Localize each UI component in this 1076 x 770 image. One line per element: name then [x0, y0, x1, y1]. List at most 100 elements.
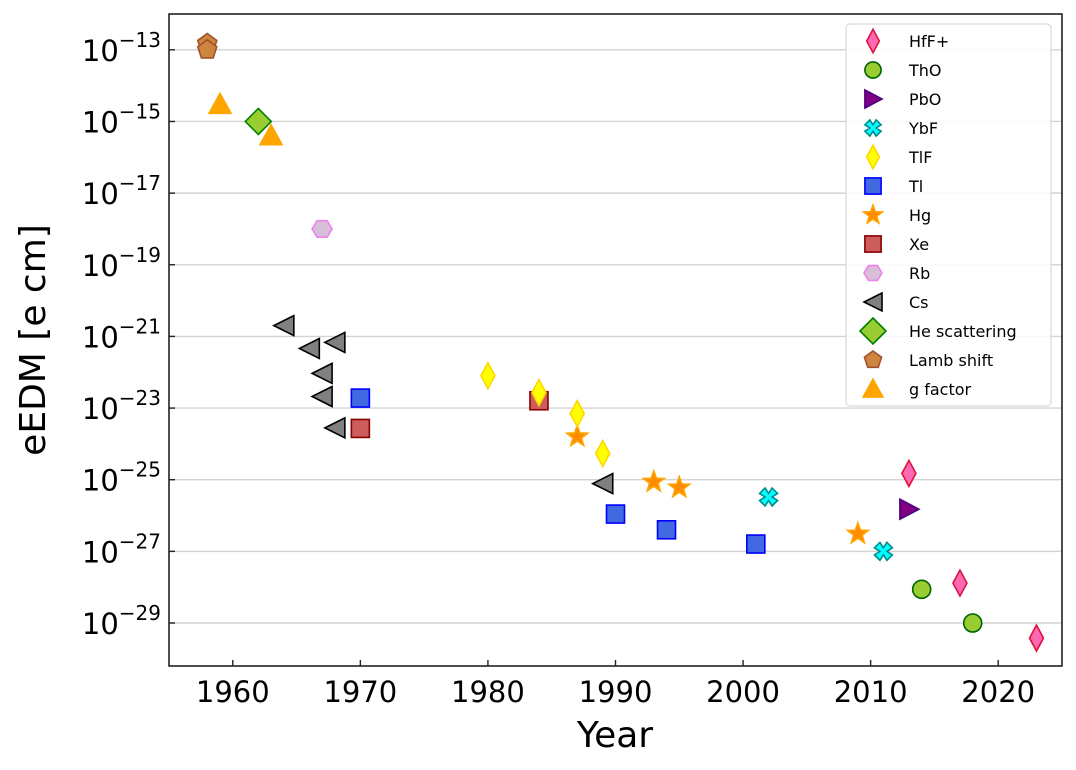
legend-item: Cs [862, 291, 929, 313]
data-point [258, 123, 284, 146]
legend-label: He scattering [909, 322, 1017, 341]
legend-marker-icon [862, 291, 883, 313]
grid-lines [169, 49, 1062, 624]
data-point [207, 91, 233, 115]
x-tick-label: 1980 [451, 675, 525, 709]
data-point [758, 486, 779, 508]
data-point [656, 519, 677, 540]
y-axis-label: eEDM [e cm] [13, 224, 54, 456]
series-g-factor [207, 91, 284, 146]
legend-marker-icon [864, 61, 882, 79]
series-lamb-shift [196, 32, 218, 59]
legend-label: Cs [909, 293, 929, 312]
series-hff- [901, 458, 1045, 653]
x-tick-label: 2000 [706, 675, 780, 709]
y-tick-label: 10−13 [82, 28, 161, 68]
legend-label: Hg [909, 206, 931, 225]
legend-marker-icon [858, 316, 888, 346]
legend-item: Hg [861, 202, 931, 225]
data-point [311, 219, 334, 238]
y-tick-label: 10−17 [82, 171, 161, 211]
data-point [350, 418, 371, 439]
legend-label: TlF [908, 148, 932, 167]
legend-marker-icon [863, 350, 883, 369]
series-cs [272, 314, 614, 495]
legend-frame [845, 23, 1052, 407]
data-point [272, 314, 295, 337]
series-tlf [480, 361, 611, 469]
data-point [196, 38, 218, 59]
data-point [590, 472, 614, 495]
legend: HfF+ ThO PbO YbF TlF Tl Hg Xe Rb Cs He scattering L… [845, 23, 1052, 407]
legend-item: He scattering [858, 316, 1017, 346]
data-point [531, 377, 547, 408]
series-tl [350, 388, 766, 554]
series-pbo [899, 497, 921, 521]
data-point [962, 613, 983, 633]
series-rb [311, 219, 334, 238]
legend-label: Rb [909, 264, 930, 283]
data-point [569, 398, 586, 429]
legend-label: PbO [909, 90, 941, 109]
x-tick-label: 1970 [323, 675, 397, 709]
x-tick-label: 2010 [834, 675, 908, 709]
data-point [899, 497, 921, 521]
data-point [666, 474, 692, 499]
legend-marker-icon [865, 143, 881, 171]
legend-item: g factor [861, 377, 972, 399]
y-tick-label: 10−29 [82, 601, 161, 641]
data-point [480, 361, 496, 391]
data-point [323, 331, 346, 354]
legend-item: YbF [863, 118, 938, 138]
legend-item: Rb [863, 264, 930, 283]
y-tick-label: 10−19 [82, 243, 161, 283]
data-point [911, 579, 932, 600]
x-axis-label: Year [576, 715, 653, 756]
y-tick-label: 10−23 [82, 386, 161, 426]
data-point [594, 438, 611, 469]
data-point [605, 504, 626, 524]
series-tho [911, 579, 983, 633]
x-tick-label: 1960 [196, 675, 270, 709]
data-point [746, 534, 766, 554]
data-point [845, 520, 871, 545]
data-point [310, 362, 333, 385]
y-tick-label: 10−25 [82, 458, 161, 498]
y-axis: 10−13 10−15 10−17 10−19 10−21 10−23 10−25 10−27… [82, 28, 175, 641]
series-xe [350, 390, 549, 439]
series-hg [564, 423, 871, 545]
y-tick-label: 10−15 [82, 99, 161, 139]
legend-marker-icon [863, 264, 883, 282]
y-tick-label: 10−27 [82, 529, 161, 569]
series-he-scattering [244, 107, 273, 136]
x-axis: 1960 1970 1980 1990 2000 2010 2020 [196, 660, 1035, 709]
legend-label: Xe [909, 235, 929, 254]
legend-label: g factor [909, 380, 972, 399]
data-point [901, 458, 917, 489]
legend-label: HfF+ [909, 32, 949, 51]
legend-marker-icon [864, 177, 882, 195]
x-tick-label: 1990 [579, 675, 653, 709]
series-ybf [758, 486, 894, 562]
legend-label: YbF [908, 119, 938, 138]
legend-label: ThO [908, 61, 942, 80]
data-point [873, 541, 894, 562]
data-point [952, 568, 968, 598]
data-point [323, 416, 346, 440]
legend-item: ThO [864, 61, 942, 80]
data-point [641, 468, 667, 493]
legend-marker-icon [864, 235, 882, 253]
data-point [244, 107, 273, 136]
x-tick-label: 2020 [961, 675, 1035, 709]
legend-marker-icon [861, 202, 885, 225]
legend-item: TlF [865, 143, 932, 171]
data-point [564, 423, 590, 448]
legend-item: Tl [864, 177, 923, 196]
legend-item: PbO [864, 88, 941, 110]
legend-marker-icon [861, 377, 885, 398]
data-point [310, 385, 333, 408]
data-point [350, 388, 371, 408]
legend-marker-icon [863, 118, 883, 138]
legend-item: Lamb shift [863, 350, 993, 370]
